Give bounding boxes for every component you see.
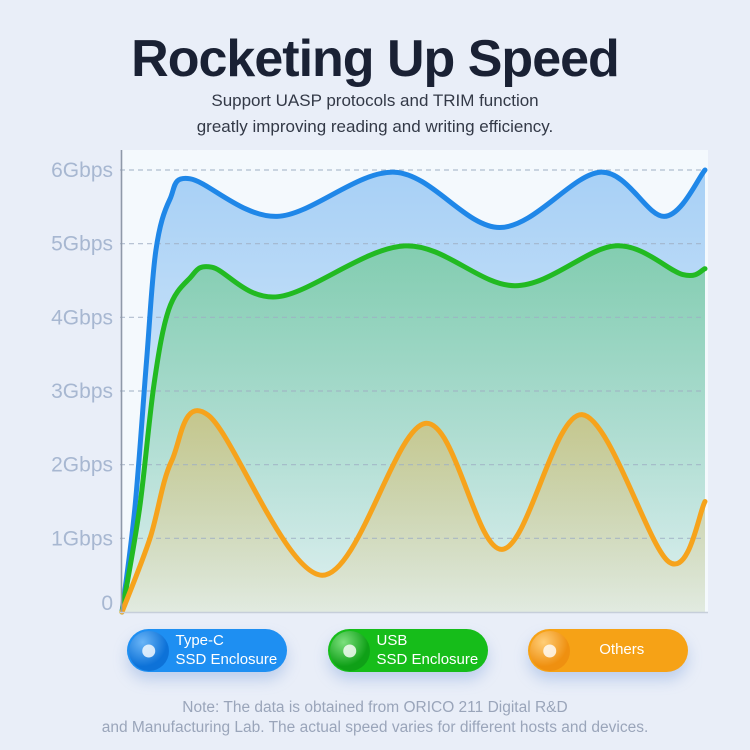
ytick-label-0: 0 <box>101 592 113 615</box>
subtitle-line-1: Support UASP protocols and TRIM function <box>211 91 539 110</box>
type-c-line <box>119 167 708 615</box>
legend-label-line2: SSD Enclosure <box>175 650 278 668</box>
subtitle-line-2: greatly improving reading and writing ef… <box>196 117 554 136</box>
page-subtitle: Support UASP protocols and TRIM function… <box>0 88 750 140</box>
ytick-label-3: 3Gbps <box>51 380 113 403</box>
legend-label-line1: Others <box>599 641 645 659</box>
legend-dot-icon <box>529 630 570 671</box>
ytick-label-5: 5Gbps <box>51 233 113 256</box>
ytick-label-2: 2Gbps <box>51 454 113 477</box>
dot-highlight <box>141 644 155 657</box>
others-area <box>122 410 705 612</box>
legend-label-line1: Type-C <box>175 632 224 649</box>
footnote-line-1: Note: The data is obtained from ORICO 21… <box>182 699 568 716</box>
usb-line <box>119 243 708 615</box>
series-lines <box>119 167 708 615</box>
legend-label-line1: USB <box>376 632 408 649</box>
legend-pill-type-c: Type-C SSD Enclosure <box>127 629 287 672</box>
ytick-label-1: 1Gbps <box>51 527 113 550</box>
ytick-label-6: 6Gbps <box>51 159 113 182</box>
legend-label-line2: SSD Enclosure <box>376 650 479 668</box>
legend-dot-icon <box>128 630 169 671</box>
dot-highlight <box>542 644 556 657</box>
page-title: Rocketing Up Speed <box>131 30 620 88</box>
footnote: Note: The data is obtained from ORICO 21… <box>0 698 750 737</box>
others-line <box>119 408 708 615</box>
footnote-line-2: and Manufacturing Lab. The actual speed … <box>101 718 649 736</box>
ytick-label-4: 4Gbps <box>51 306 113 329</box>
dot-highlight <box>342 644 356 657</box>
legend-pill-others: Others <box>528 629 688 672</box>
legend-dot-icon <box>329 630 370 671</box>
legend-pill-usb: USB SSD Enclosure <box>328 629 488 672</box>
